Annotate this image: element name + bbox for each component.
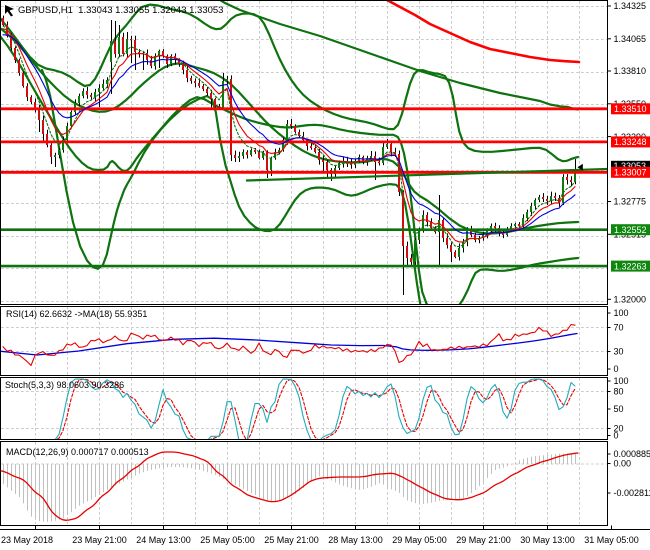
svg-text:Stoch(5,3,3) 98.0603 90.3286: Stoch(5,3,3) 98.0603 90.3286 (5, 380, 124, 390)
svg-text:1.32775: 1.32775 (614, 197, 647, 207)
svg-text:0.000885: 0.000885 (614, 449, 650, 459)
svg-text:20: 20 (614, 424, 624, 434)
svg-text:23 May 2018: 23 May 2018 (1, 535, 53, 545)
svg-text:1.32552: 1.32552 (614, 225, 647, 235)
svg-text:28 May 13:00: 28 May 13:00 (328, 535, 383, 545)
svg-text:100: 100 (614, 308, 629, 318)
svg-text:0: 0 (614, 431, 619, 441)
svg-text:29 May 21:00: 29 May 21:00 (456, 535, 511, 545)
svg-text:1.33510: 1.33510 (614, 104, 647, 114)
svg-text:25 May 05:00: 25 May 05:00 (200, 535, 255, 545)
svg-text:1.33053: 1.33053 (614, 161, 647, 171)
svg-text:70: 70 (614, 323, 624, 333)
svg-text:0.00: 0.00 (614, 459, 632, 469)
svg-text:80: 80 (614, 387, 624, 397)
svg-text:31 May 05:00: 31 May 05:00 (584, 535, 639, 545)
svg-text:30 May 13:00: 30 May 13:00 (520, 535, 575, 545)
svg-text:25 May 21:00: 25 May 21:00 (264, 535, 319, 545)
svg-text:1.32000: 1.32000 (614, 295, 647, 305)
svg-text:1.34325: 1.34325 (614, 1, 647, 11)
svg-text:50: 50 (614, 404, 624, 414)
svg-text:1.33007: 1.33007 (614, 168, 647, 178)
svg-text:MACD(12,26,9) 0.000717 0.00051: MACD(12,26,9) 0.000717 0.000513 (6, 447, 149, 457)
svg-text:0: 0 (614, 364, 619, 374)
svg-text:1.34065: 1.34065 (614, 34, 647, 44)
svg-text:1.33810: 1.33810 (614, 66, 647, 76)
svg-text:RSI(14) 62.6632 ->MA(18) 55.9: RSI(14) 62.6632 ->MA(18) 55.9351 (6, 309, 147, 319)
svg-text:1.33248: 1.33248 (614, 137, 647, 147)
svg-text:1.32263: 1.32263 (614, 261, 647, 271)
svg-text:GBPUSD,H1 1.33043 1.33055 1.3: GBPUSD,H1 1.33043 1.33055 1.32043 1.3305… (18, 5, 223, 16)
svg-text:29 May 05:00: 29 May 05:00 (392, 535, 447, 545)
svg-text:23 May 21:00: 23 May 21:00 (72, 535, 127, 545)
svg-text:30: 30 (614, 347, 624, 357)
svg-text:24 May 13:00: 24 May 13:00 (136, 535, 191, 545)
svg-text:-0.002811: -0.002811 (614, 488, 650, 498)
svg-text:100: 100 (614, 376, 629, 386)
